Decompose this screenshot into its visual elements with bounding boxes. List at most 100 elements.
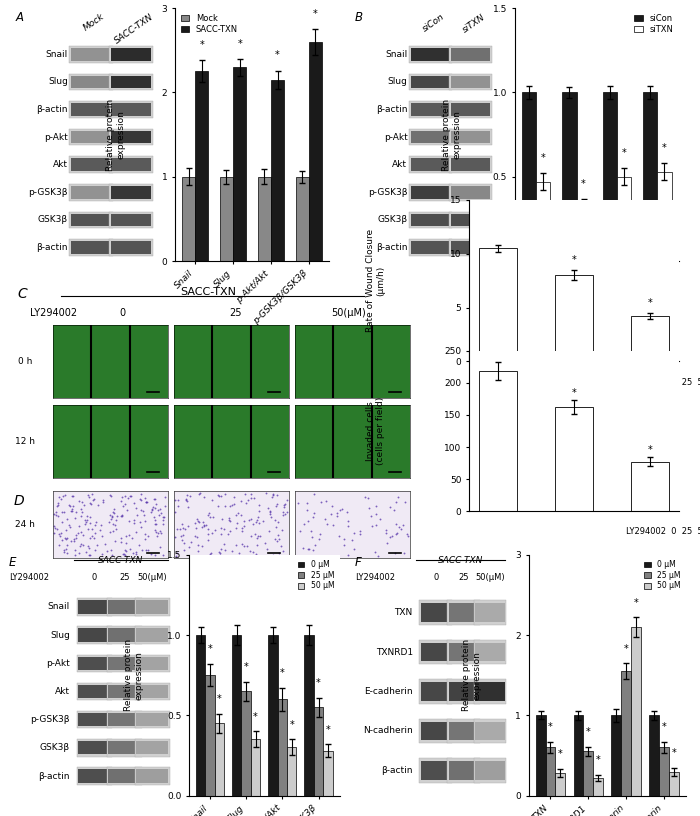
Point: [370, 499, 382, 512]
Bar: [71, 103, 111, 116]
Point: [248, 517, 259, 530]
Bar: [71, 158, 111, 171]
Point: [99, 537, 111, 550]
Point: [59, 543, 70, 557]
Bar: [108, 769, 141, 783]
Text: 50(μM): 50(μM): [137, 573, 167, 582]
Point: [106, 543, 117, 557]
Point: [207, 511, 218, 524]
Bar: [449, 129, 492, 145]
Point: [307, 543, 318, 557]
Bar: [474, 640, 507, 664]
Text: Snail: Snail: [48, 602, 70, 611]
Bar: [449, 46, 492, 63]
Text: p-GSK3β: p-GSK3β: [31, 715, 70, 724]
Point: [86, 530, 97, 543]
Point: [392, 527, 403, 540]
Bar: [304, 635, 314, 796]
Bar: [421, 721, 451, 740]
Bar: [411, 158, 450, 171]
Bar: [134, 598, 169, 615]
Bar: [449, 603, 479, 622]
Bar: [220, 177, 233, 261]
Bar: [577, 206, 591, 261]
Bar: [136, 685, 169, 698]
Bar: [69, 129, 113, 145]
Bar: [449, 761, 479, 780]
Bar: [643, 92, 657, 261]
Bar: [271, 80, 284, 261]
Point: [301, 503, 312, 517]
Bar: [78, 601, 111, 614]
Bar: [69, 211, 113, 228]
Bar: [111, 242, 151, 254]
Point: [104, 488, 115, 501]
Point: [153, 526, 164, 539]
Point: [328, 518, 339, 531]
Point: [355, 524, 366, 537]
Point: [190, 521, 202, 534]
Text: 25: 25: [119, 573, 130, 582]
Bar: [136, 657, 169, 670]
Bar: [451, 131, 491, 144]
Bar: [451, 214, 491, 226]
Point: [83, 548, 94, 561]
Point: [298, 517, 309, 530]
Bar: [419, 640, 452, 664]
Bar: [409, 73, 452, 90]
Text: E: E: [8, 557, 16, 569]
Legend: Mock, SACC-TXN: Mock, SACC-TXN: [179, 12, 239, 35]
Bar: [111, 158, 151, 171]
Point: [238, 520, 249, 533]
Y-axis label: Relative protein
expression: Relative protein expression: [125, 639, 144, 712]
Bar: [536, 716, 545, 796]
Point: [85, 498, 97, 511]
Point: [121, 503, 132, 517]
Point: [107, 506, 118, 519]
Point: [122, 491, 134, 504]
Point: [203, 507, 214, 520]
Point: [77, 539, 88, 552]
Point: [139, 515, 150, 528]
Point: [203, 528, 214, 541]
Point: [182, 520, 193, 533]
Bar: [419, 679, 452, 703]
Point: [301, 497, 312, 510]
Bar: [449, 101, 492, 118]
Point: [62, 539, 73, 552]
Point: [213, 489, 224, 502]
Point: [52, 509, 64, 522]
Bar: [409, 239, 452, 255]
Text: *: *: [208, 645, 212, 654]
Point: [139, 532, 150, 545]
Point: [69, 543, 80, 557]
Bar: [562, 92, 577, 261]
Point: [110, 514, 121, 527]
Point: [76, 506, 88, 519]
Point: [245, 492, 256, 505]
Bar: [107, 598, 141, 615]
Legend: 0 μM, 25 μM, 50 μM: 0 μM, 25 μM, 50 μM: [296, 559, 336, 592]
Y-axis label: 0 h: 0 h: [18, 357, 32, 366]
Text: *: *: [326, 725, 330, 734]
Point: [244, 513, 255, 526]
Y-axis label: 12 h: 12 h: [15, 437, 35, 446]
Point: [251, 513, 262, 526]
Bar: [419, 758, 452, 783]
Point: [271, 520, 282, 533]
Point: [205, 547, 216, 560]
Text: *: *: [237, 38, 242, 49]
Point: [382, 536, 393, 549]
Point: [81, 510, 92, 523]
Text: N-cadherin: N-cadherin: [363, 726, 413, 735]
Point: [157, 518, 168, 531]
Bar: [69, 101, 113, 118]
Point: [176, 518, 187, 531]
Point: [178, 521, 189, 534]
Y-axis label: Relative protein
expression: Relative protein expression: [442, 99, 462, 171]
Bar: [107, 654, 141, 672]
Point: [54, 490, 65, 503]
Text: siTXN: siTXN: [461, 12, 486, 34]
Bar: [447, 640, 480, 664]
Point: [265, 505, 276, 518]
